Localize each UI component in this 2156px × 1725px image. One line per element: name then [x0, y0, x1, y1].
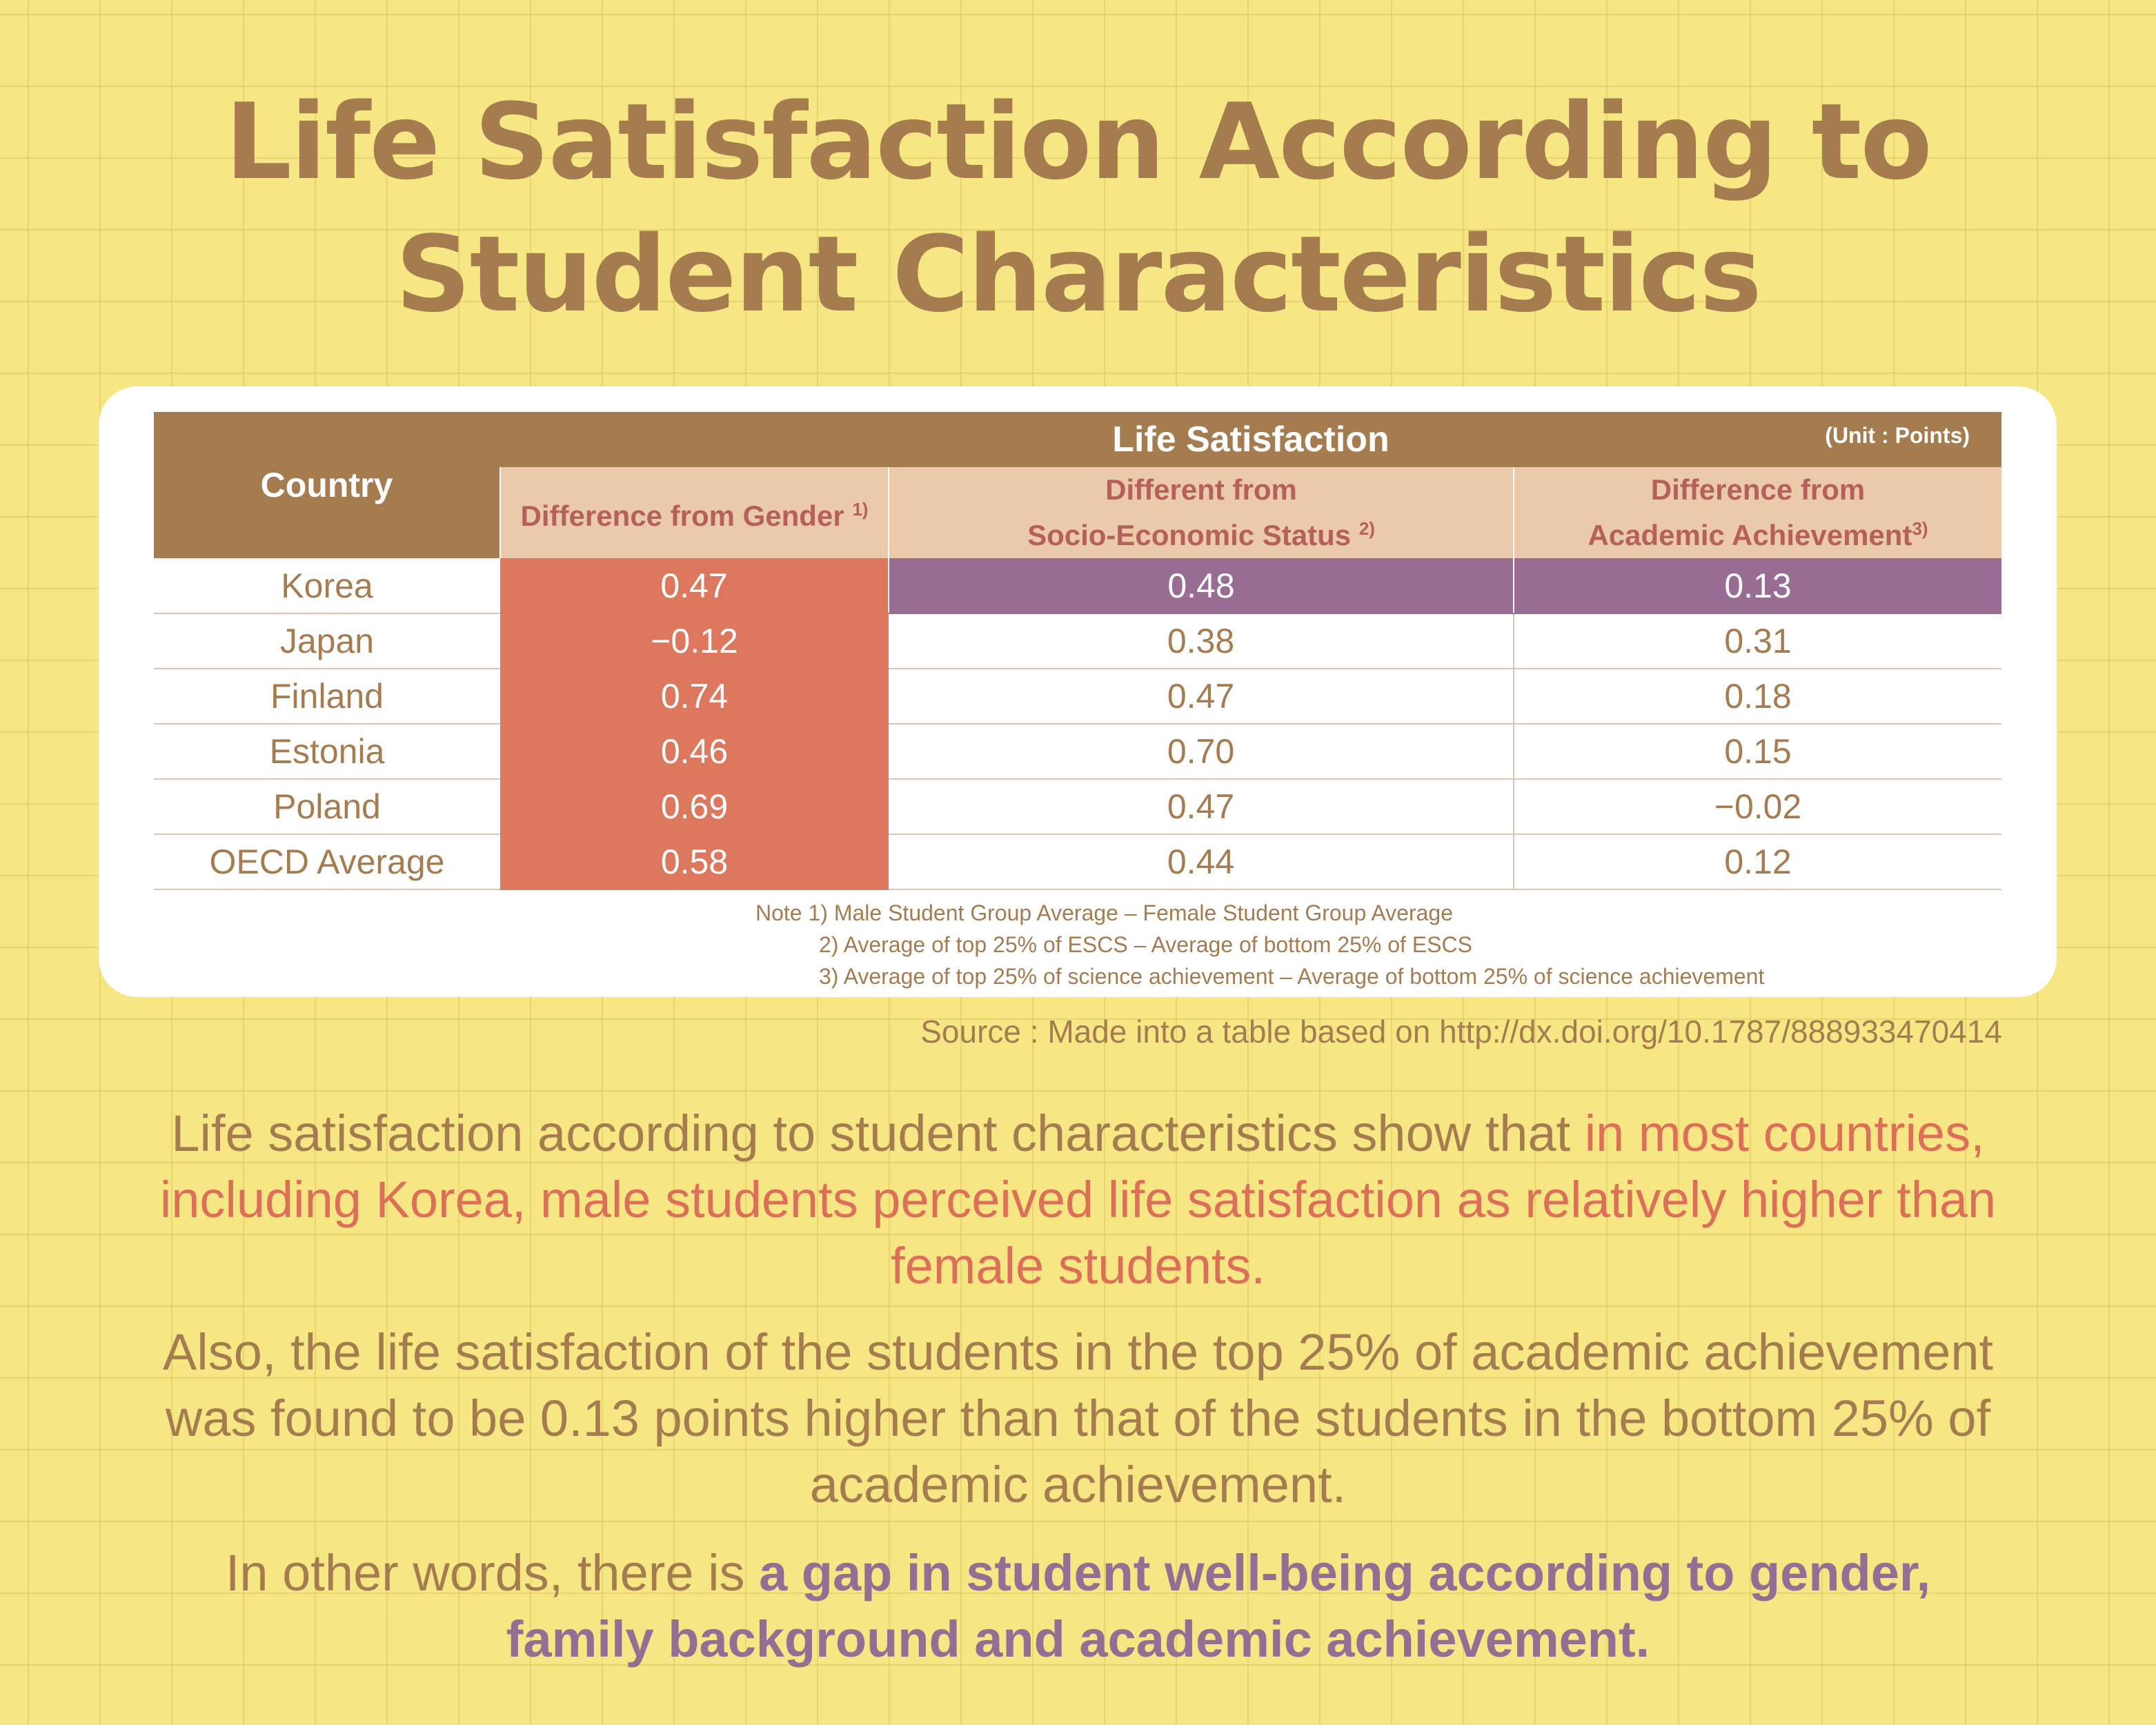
table-row: Korea 0.47 0.48 0.13 [154, 558, 2002, 614]
gender-cell: −0.12 [500, 613, 889, 669]
table-row: Estonia 0.46 0.70 0.15 [154, 724, 2002, 780]
life-satisfaction-header: Life Satisfaction (Unit : Points) [500, 412, 2002, 467]
table-row: Finland 0.74 0.47 0.18 [154, 669, 2002, 724]
column-header-gender: Difference from Gender 1) [500, 467, 889, 558]
life-satisfaction-table: Country Life Satisfaction (Unit : Points… [154, 412, 2002, 890]
p3-highlight-a: a gap in student well-being according to… [759, 1544, 1931, 1601]
country-cell: Korea [154, 558, 500, 614]
academic-cell: 0.13 [1512, 558, 2002, 614]
col-gender-line1: Difference from Gender [520, 500, 844, 532]
group-header-label: Life Satisfaction [1112, 420, 1389, 460]
country-cell: OECD Average [154, 834, 500, 890]
p2-line-2: was found to be 0.13 points higher than … [165, 1390, 1991, 1447]
col-academic-note: 3) [1912, 518, 1928, 539]
academic-cell: 0.15 [1512, 724, 2002, 780]
gender-cell: 0.46 [500, 724, 889, 780]
ses-cell: 0.47 [889, 779, 1514, 835]
source-text: Source : Made into a table based on http… [920, 1014, 2002, 1049]
title-line-2: Student Characteristics [395, 213, 1762, 335]
note-3: 3) Average of top 25% of science achieve… [819, 964, 1765, 989]
paragraph-3: In other words, there is a gap in studen… [103, 1540, 2053, 1673]
col-ses-note: 2) [1358, 518, 1375, 539]
col-ses-line1: Different from [1105, 473, 1297, 506]
paragraph-2: Also, the life satisfaction of the stude… [103, 1319, 2053, 1518]
academic-cell: −0.02 [1512, 779, 2002, 835]
column-header-ses: Different from Socio-Economic Status 2) [888, 467, 1514, 558]
p2-line-1: Also, the life satisfaction of the stude… [162, 1323, 1994, 1381]
p1-highlight-c: female students. [891, 1237, 1265, 1294]
ses-cell: 0.48 [888, 558, 1514, 614]
paragraph-1: Life satisfaction according to student c… [103, 1101, 2053, 1299]
p1-highlight-b: including Korea, male students perceived… [159, 1171, 1997, 1228]
title-line-1: Life Satisfaction According to [225, 81, 1932, 203]
academic-cell: 0.12 [1512, 834, 2002, 890]
gender-cell: 0.58 [500, 834, 889, 890]
note-1: Note 1) Male Student Group Average – Fem… [755, 900, 1453, 925]
table-row: Japan −0.12 0.38 0.31 [154, 613, 2002, 669]
column-header-academic: Difference from Academic Achievement3) [1512, 467, 2002, 558]
col-academic-line2: Academic Achievement [1588, 519, 1912, 551]
p3-highlight-b: family background and academic achieveme… [506, 1610, 1650, 1668]
p2-line-3: academic achievement. [809, 1456, 1347, 1513]
academic-cell: 0.31 [1512, 613, 2002, 669]
p3-plain: In other words, there is [225, 1544, 760, 1601]
page-title: Life Satisfaction According to Student C… [0, 76, 2156, 341]
gender-cell: 0.74 [500, 669, 889, 724]
table-row: OECD Average 0.58 0.44 0.12 [154, 834, 2002, 890]
p1-plain: Life satisfaction according to student c… [171, 1105, 1585, 1162]
country-cell: Estonia [154, 724, 500, 780]
ses-cell: 0.70 [889, 724, 1514, 780]
gender-cell: 0.69 [500, 779, 889, 835]
table-row: Poland 0.69 0.47 −0.02 [154, 779, 2002, 835]
ses-cell: 0.44 [889, 834, 1514, 890]
gender-cell: 0.47 [500, 558, 889, 614]
col-ses-line2: Socio-Economic Status [1027, 519, 1352, 551]
academic-cell: 0.18 [1512, 669, 2002, 724]
ses-cell: 0.38 [889, 613, 1514, 669]
p1-highlight-a: in most countries, [1584, 1105, 1985, 1162]
col-academic-line1: Difference from [1650, 473, 1866, 506]
country-cell: Japan [154, 613, 500, 669]
country-cell: Finland [154, 669, 500, 724]
unit-label: (Unit : Points) [1825, 423, 1970, 448]
ses-cell: 0.47 [889, 669, 1514, 724]
country-cell: Poland [154, 779, 500, 835]
note-2: 2) Average of top 25% of ESCS – Average … [819, 932, 1472, 957]
country-header: Country [154, 412, 500, 558]
col-gender-note: 1) [852, 499, 869, 520]
